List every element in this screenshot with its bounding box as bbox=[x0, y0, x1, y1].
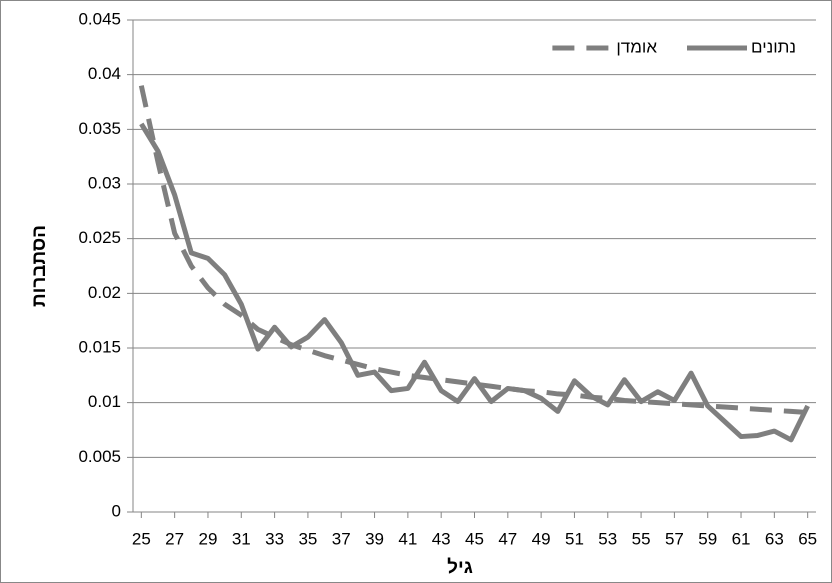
y-tick-label: 0.03 bbox=[88, 173, 121, 192]
x-tick-label: 45 bbox=[465, 529, 484, 548]
x-tick-label: 55 bbox=[632, 529, 651, 548]
x-tick-label: 57 bbox=[665, 529, 684, 548]
y-tick-label: 0 bbox=[112, 501, 121, 520]
x-tick-label: 65 bbox=[798, 529, 817, 548]
x-tick-label: 35 bbox=[298, 529, 317, 548]
x-tick-label: 29 bbox=[199, 529, 218, 548]
x-tick-label: 27 bbox=[165, 529, 184, 548]
x-tick-label: 37 bbox=[332, 529, 351, 548]
legend-label: נתונים bbox=[751, 37, 796, 56]
x-tick-label: 63 bbox=[765, 529, 784, 548]
y-tick-label: 0.035 bbox=[78, 119, 121, 138]
y-axis-label: הסתברות bbox=[29, 225, 50, 307]
x-tick-label: 51 bbox=[565, 529, 584, 548]
legend-label: אומדן bbox=[616, 37, 657, 56]
y-tick-label: 0.045 bbox=[78, 9, 121, 28]
x-tick-label: 43 bbox=[432, 529, 451, 548]
y-tick-label: 0.02 bbox=[88, 283, 121, 302]
y-tick-label: 0.025 bbox=[78, 228, 121, 247]
x-tick-label: 59 bbox=[698, 529, 717, 548]
x-tick-label: 31 bbox=[232, 529, 251, 548]
x-axis-label: גיל bbox=[447, 557, 473, 578]
x-tick-label: 39 bbox=[365, 529, 384, 548]
x-tick-label: 25 bbox=[132, 529, 151, 548]
x-tick-label: 33 bbox=[265, 529, 284, 548]
y-tick-label: 0.04 bbox=[88, 64, 121, 83]
x-tick-label: 47 bbox=[498, 529, 517, 548]
y-tick-label: 0.005 bbox=[78, 447, 121, 466]
y-tick-label: 0.015 bbox=[78, 337, 121, 356]
y-tick-label: 0.01 bbox=[88, 392, 121, 411]
x-tick-label: 49 bbox=[532, 529, 551, 548]
x-tick-label: 41 bbox=[398, 529, 417, 548]
series-line bbox=[139, 122, 810, 443]
series-line bbox=[138, 85, 808, 416]
x-tick-label: 53 bbox=[598, 529, 617, 548]
x-tick-label: 61 bbox=[732, 529, 751, 548]
